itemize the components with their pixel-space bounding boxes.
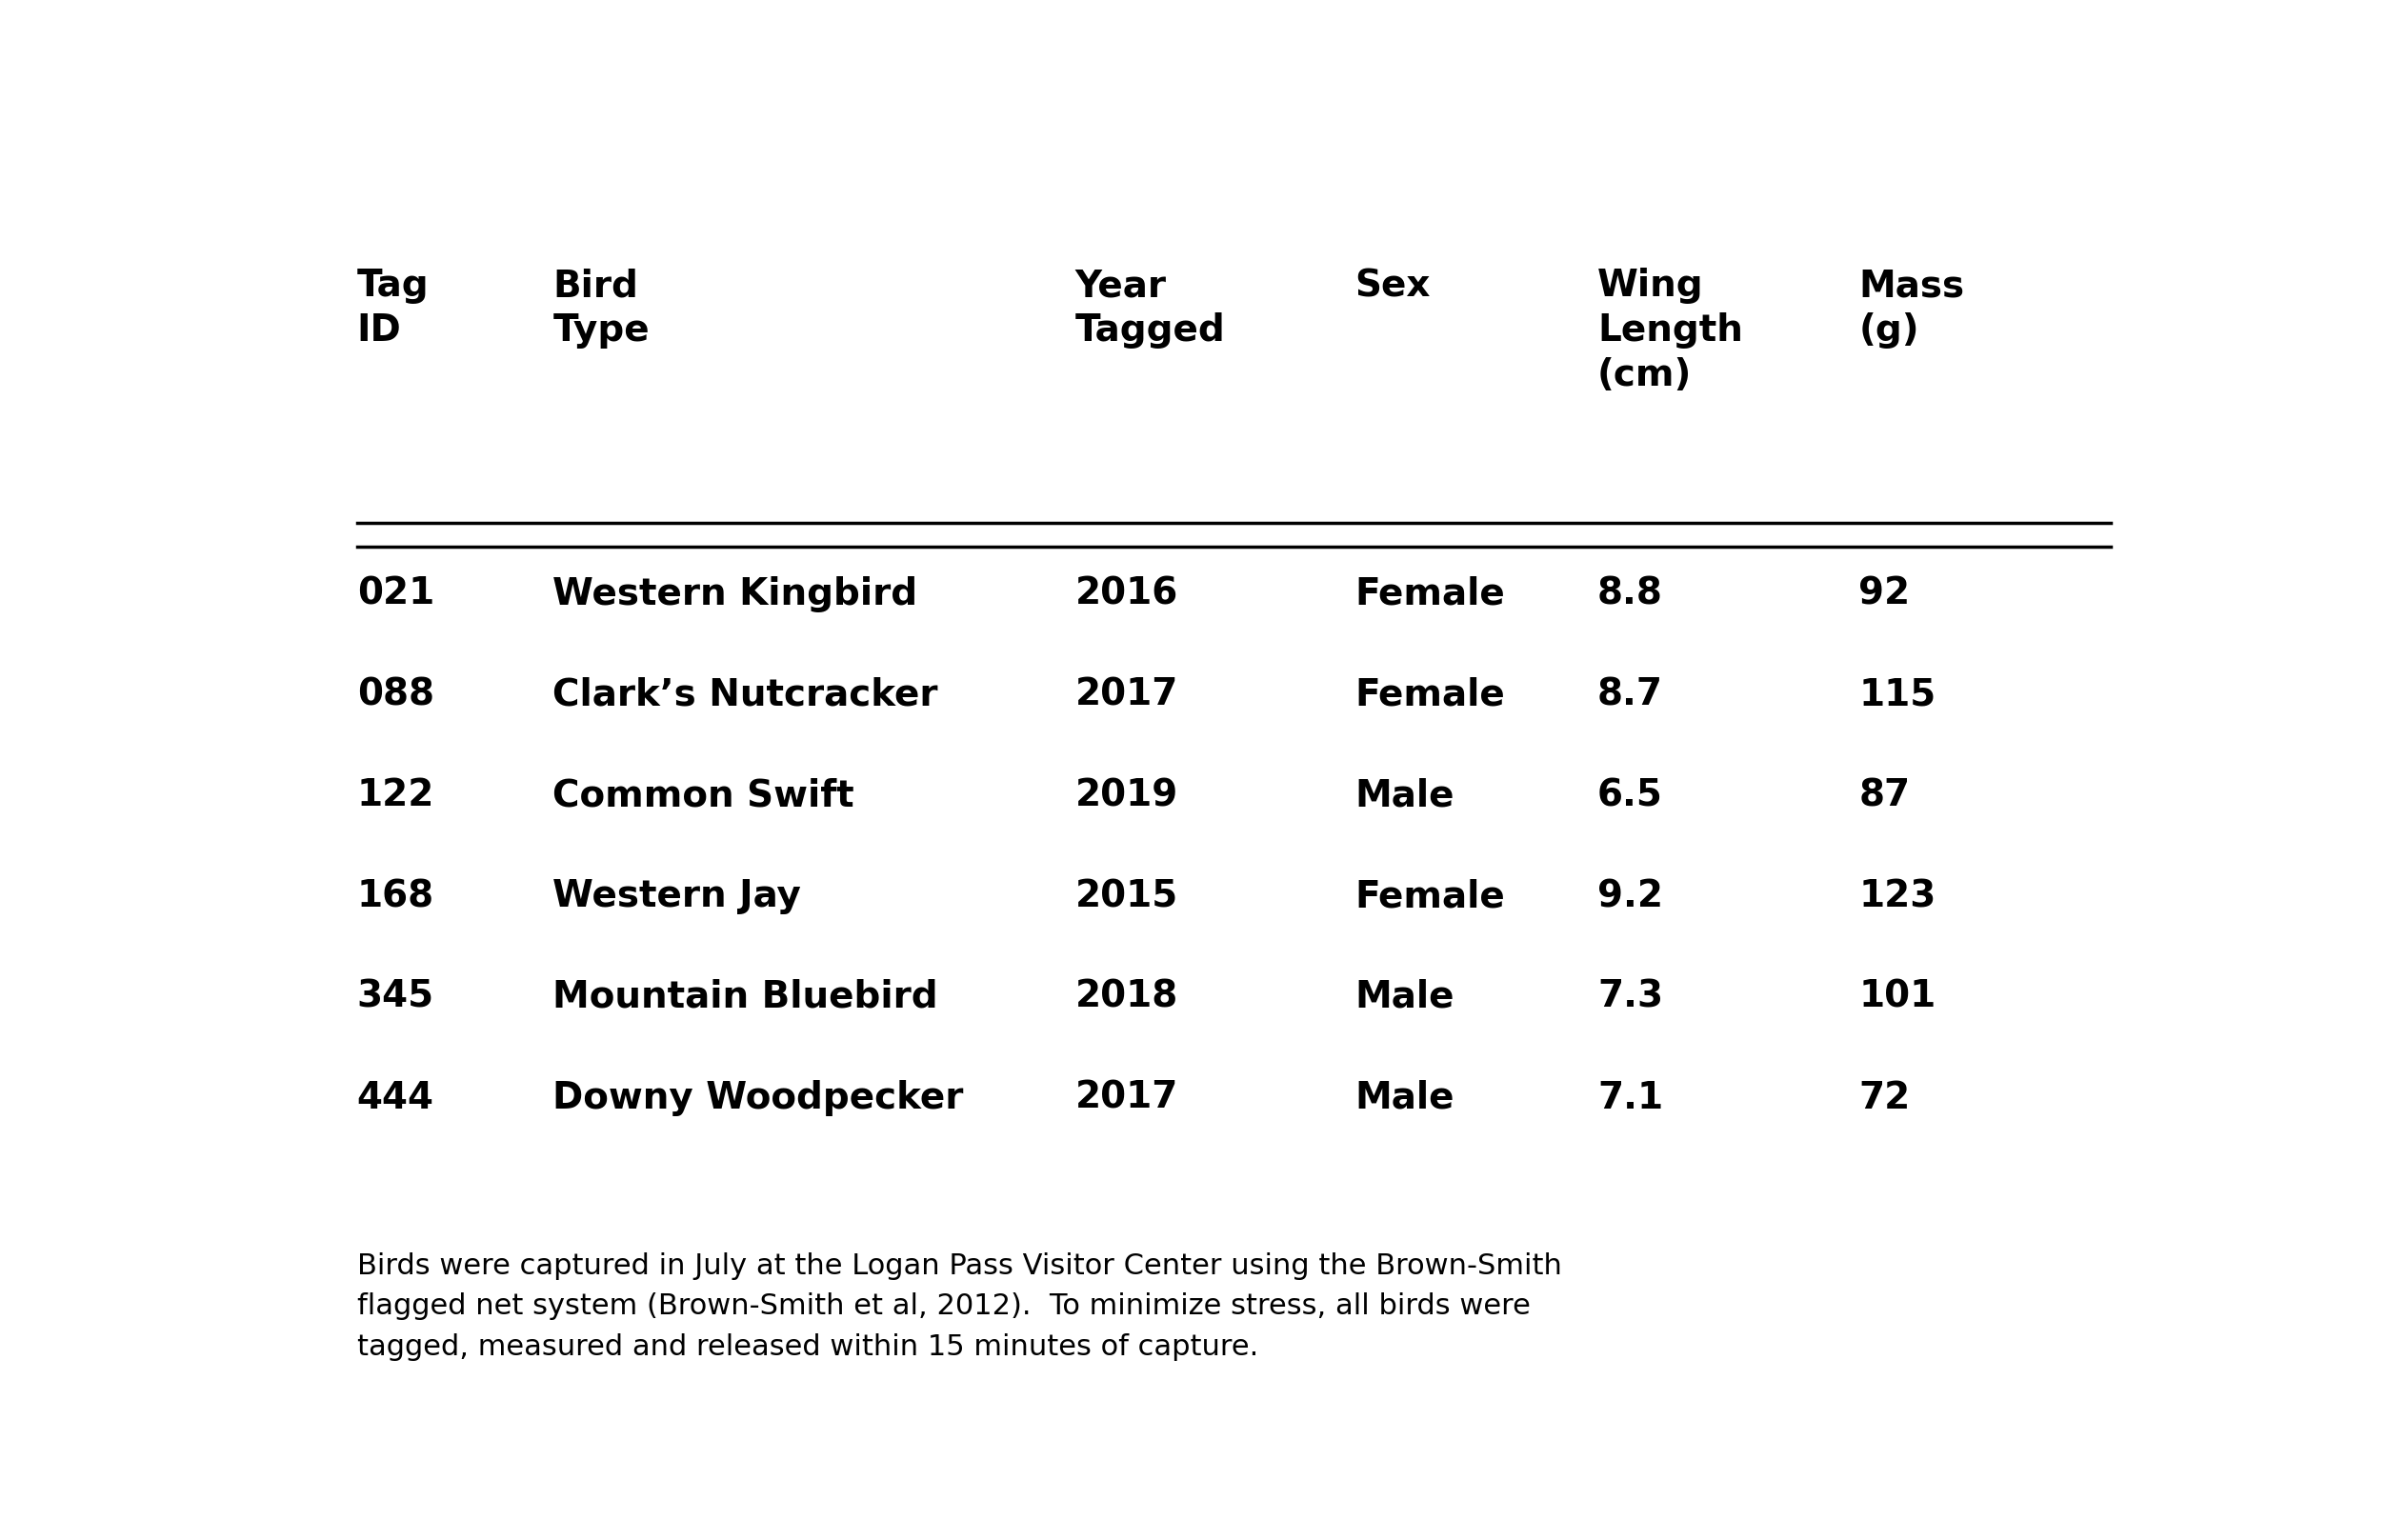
Text: 168: 168 [356,878,433,915]
Text: 92: 92 [1858,576,1911,611]
Text: 2019: 2019 [1076,778,1177,813]
Text: 2016: 2016 [1076,576,1177,611]
Text: Tag
ID: Tag ID [356,268,428,348]
Text: 088: 088 [356,676,433,713]
Text: 345: 345 [356,979,433,1015]
Text: Western Kingbird: Western Kingbird [554,576,917,611]
Text: 6.5: 6.5 [1598,778,1663,813]
Text: Birds were captured in July at the Logan Pass Visitor Center using the Brown-Smi: Birds were captured in July at the Logan… [356,1252,1562,1361]
Text: Mass
(g): Mass (g) [1858,268,1964,348]
Text: Common Swift: Common Swift [554,778,854,813]
Text: 2017: 2017 [1076,676,1179,713]
Text: 021: 021 [356,576,433,611]
Text: Mountain Bluebird: Mountain Bluebird [554,979,939,1015]
Text: Bird
Type: Bird Type [554,268,650,348]
Text: Male: Male [1355,979,1454,1015]
Text: 87: 87 [1858,778,1911,813]
Text: 123: 123 [1858,878,1935,915]
Text: 7.3: 7.3 [1598,979,1663,1015]
Text: 72: 72 [1858,1080,1911,1116]
Text: Clark’s Nutcracker: Clark’s Nutcracker [554,676,939,713]
Text: 9.2: 9.2 [1598,878,1663,915]
Text: Sex: Sex [1355,268,1430,303]
Text: Wing
Length
(cm): Wing Length (cm) [1598,268,1743,394]
Text: Year
Tagged: Year Tagged [1076,268,1225,348]
Text: 8.7: 8.7 [1598,676,1663,713]
Text: Female: Female [1355,676,1504,713]
Text: 2015: 2015 [1076,878,1177,915]
Text: 7.1: 7.1 [1598,1080,1663,1116]
Text: Male: Male [1355,778,1454,813]
Text: Male: Male [1355,1080,1454,1116]
Text: Downy Woodpecker: Downy Woodpecker [554,1080,963,1116]
Text: 122: 122 [356,778,433,813]
Text: Female: Female [1355,878,1504,915]
Text: 2018: 2018 [1076,979,1177,1015]
Text: 444: 444 [356,1080,433,1116]
Text: 2017: 2017 [1076,1080,1179,1116]
Text: 115: 115 [1858,676,1935,713]
Text: 8.8: 8.8 [1598,576,1663,611]
Text: 101: 101 [1858,979,1935,1015]
Text: Western Jay: Western Jay [554,878,802,915]
Text: Female: Female [1355,576,1504,611]
